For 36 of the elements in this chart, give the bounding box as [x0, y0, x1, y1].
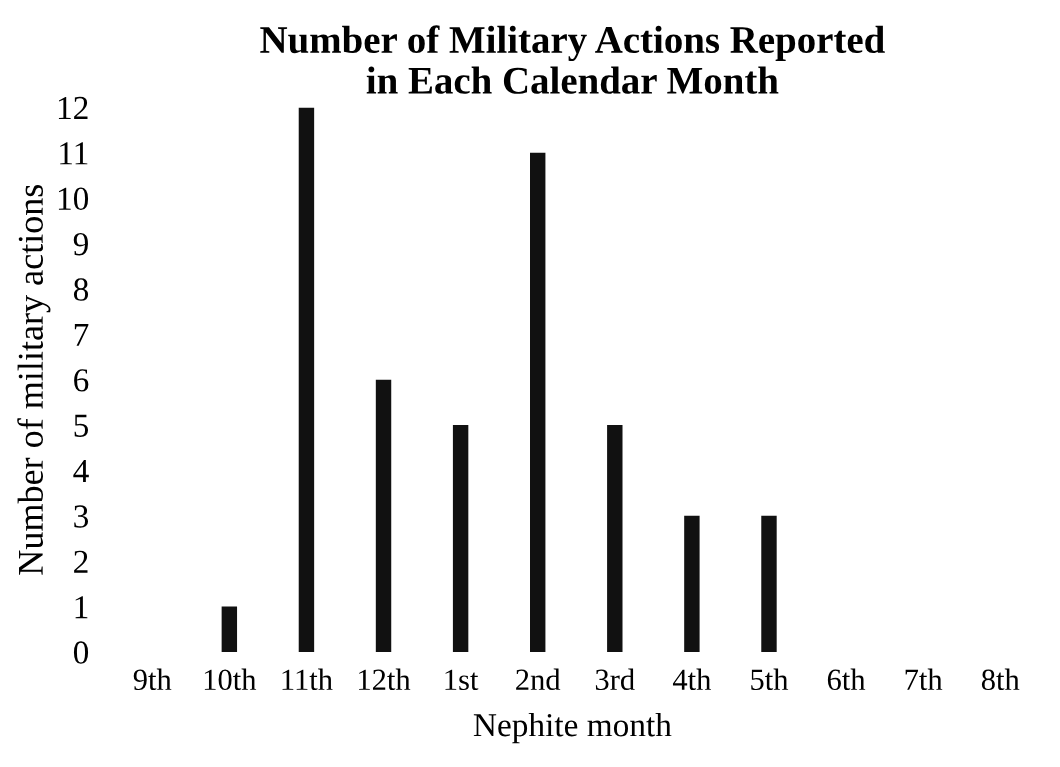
- y-tick-label: 10: [58, 187, 89, 211]
- bar: [452, 425, 469, 652]
- y-tick-label: 6: [74, 369, 89, 392]
- y-tick-label: 11: [60, 142, 88, 165]
- x-tick-label: 2nd: [516, 668, 561, 691]
- x-tick-label: 11th: [282, 668, 333, 691]
- bar: [298, 107, 315, 652]
- x-axis-title: Nephite month: [473, 712, 672, 744]
- bar: [607, 425, 623, 652]
- x-tick-label: 3rd: [595, 668, 635, 691]
- bar: [530, 152, 546, 652]
- x-tick-label: 6th: [827, 668, 866, 691]
- x-tick-label: 10th: [204, 668, 257, 691]
- y-tick-label: 4: [73, 460, 89, 482]
- x-tick-label: 8th: [981, 668, 1020, 691]
- bar: [375, 379, 392, 652]
- y-tick-label: 0: [73, 641, 89, 664]
- y-tick-label: 5: [74, 414, 89, 437]
- y-tick-label: 7: [74, 324, 89, 346]
- y-tick-label: 12: [58, 96, 88, 119]
- bar: [761, 515, 777, 652]
- x-tick-label: 7th: [905, 668, 943, 691]
- x-tick-label: 1st: [445, 669, 479, 691]
- bar: [684, 515, 700, 652]
- x-tick-label: 9th: [133, 668, 172, 691]
- y-tick-label: 3: [74, 505, 89, 528]
- chart-title: Number of Military Actions Reported in Each Calendar Month: [260, 25, 885, 94]
- x-tick-label: 12th: [359, 668, 411, 691]
- y-tick-label: 9: [73, 233, 88, 256]
- bar: [221, 606, 238, 652]
- x-tick-label: 5th: [751, 668, 789, 691]
- y-tick-label: 2: [74, 550, 88, 573]
- y-tick-label: 1: [75, 596, 88, 619]
- x-tick-label: 4th: [672, 668, 712, 691]
- y-tick-label: 8: [73, 278, 89, 301]
- y-axis-title: Number of military actions: [17, 184, 51, 575]
